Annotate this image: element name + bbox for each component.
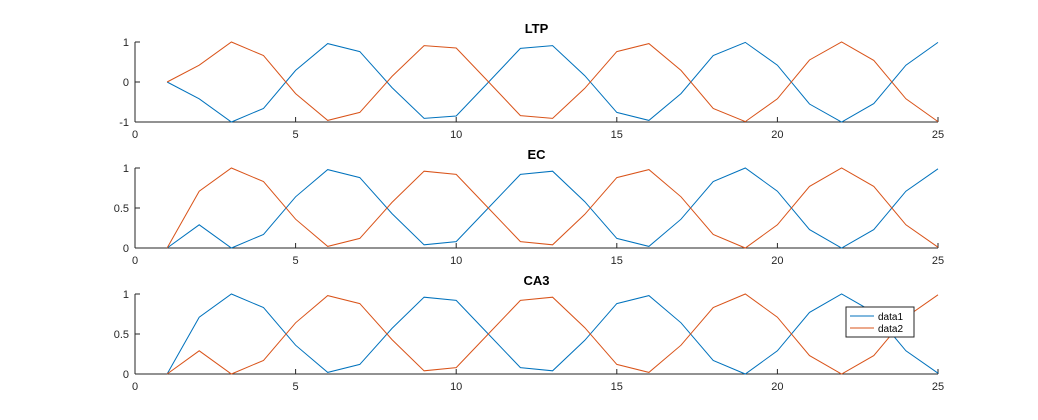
- x-tick-label: 0: [132, 381, 138, 393]
- series-line-data2: [166, 293, 939, 375]
- subplot-title: LTP: [525, 21, 549, 36]
- y-tick-label: 0: [123, 369, 129, 381]
- x-tick-label: 10: [450, 381, 462, 393]
- series-line-data1: [166, 293, 939, 375]
- x-tick-label: 5: [293, 381, 299, 393]
- series-line-data2: [166, 167, 939, 249]
- x-tick-label: 10: [450, 129, 462, 141]
- x-tick-label: 20: [771, 381, 783, 393]
- x-tick-label: 15: [611, 381, 623, 393]
- y-tick-label: -1: [119, 117, 129, 129]
- subplot-title: CA3: [523, 273, 549, 288]
- x-tick-label: 15: [611, 129, 623, 141]
- x-tick-label: 15: [611, 255, 623, 267]
- series-line-data1: [166, 167, 939, 249]
- series-line-data2: [166, 41, 939, 123]
- x-tick-label: 5: [293, 129, 299, 141]
- x-tick-label: 0: [132, 129, 138, 141]
- y-tick-label: 1: [123, 37, 129, 49]
- x-tick-label: 25: [932, 255, 944, 267]
- legend-label: data2: [878, 324, 903, 335]
- legend-box: [845, 306, 915, 338]
- x-tick-label: 25: [932, 129, 944, 141]
- x-tick-label: 25: [932, 381, 944, 393]
- y-tick-label: 1: [123, 289, 129, 301]
- series-line-data1: [166, 41, 939, 123]
- x-tick-label: 20: [771, 255, 783, 267]
- subplot-ec: 0 5 10 15 20 25 0 0.5 1 EC: [114, 147, 944, 267]
- legend-label: data1: [878, 312, 903, 323]
- y-tick-label: 0.5: [114, 329, 129, 341]
- subplot-title: EC: [527, 147, 546, 162]
- x-tick-label: 5: [293, 255, 299, 267]
- y-tick-label: 0: [123, 77, 129, 89]
- y-tick-label: 0.5: [114, 203, 129, 215]
- y-tick-label: 0: [123, 243, 129, 255]
- x-tick-label: 10: [450, 255, 462, 267]
- x-tick-label: 0: [132, 255, 138, 267]
- y-tick-label: 1: [123, 163, 129, 175]
- x-tick-label: 20: [771, 129, 783, 141]
